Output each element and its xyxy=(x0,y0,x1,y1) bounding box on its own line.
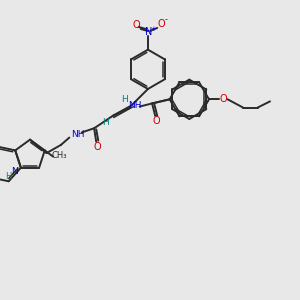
Text: N: N xyxy=(145,27,153,37)
Text: H: H xyxy=(121,95,128,104)
Text: +: + xyxy=(150,26,156,32)
Text: O: O xyxy=(158,19,165,29)
Text: NH: NH xyxy=(71,130,84,139)
Text: NH: NH xyxy=(128,101,141,110)
Text: N: N xyxy=(11,167,18,176)
Text: O: O xyxy=(93,142,101,152)
Text: O: O xyxy=(152,116,160,126)
Text: H: H xyxy=(102,118,109,127)
Text: O: O xyxy=(133,20,140,30)
Text: H: H xyxy=(5,172,12,181)
Text: CH₃: CH₃ xyxy=(52,151,67,160)
Text: -: - xyxy=(165,15,168,24)
Text: O: O xyxy=(220,94,227,104)
